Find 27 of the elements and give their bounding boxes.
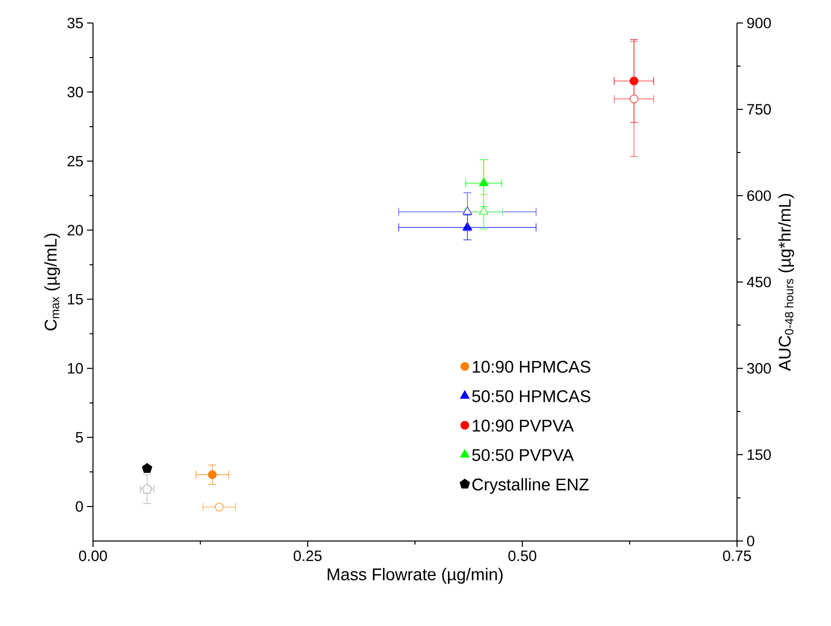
legend-label: 50:50 HPMCAS bbox=[472, 390, 590, 402]
y2-tick-label: 450 bbox=[746, 276, 771, 288]
y2-tick-label: 900 bbox=[747, 18, 771, 28]
x-tick-label: 0.00 bbox=[79, 550, 107, 562]
y2-axis-title: AUC$_{0-48 hours}$ (µg*hr/mL) bbox=[778, 194, 794, 371]
y2-tick-label: 750 bbox=[747, 104, 771, 115]
legend-label: Crystalline ENZ bbox=[472, 478, 589, 494]
y-tick-label: 30 bbox=[67, 86, 83, 98]
legend-label: 50:50 PVPVA bbox=[472, 449, 574, 462]
y2-tick-label: 0 bbox=[747, 536, 754, 546]
x-tick-label: 0.50 bbox=[508, 550, 536, 562]
y-axis-title: C$_{max}$ (µg/mL) bbox=[44, 234, 60, 330]
x-tick-label: 0.75 bbox=[723, 550, 751, 562]
y2-tick-label: 300 bbox=[747, 363, 771, 374]
y-tick-label: 10 bbox=[68, 363, 83, 374]
y-tick-label: 20 bbox=[68, 224, 83, 236]
y2-tick-label: 600 bbox=[747, 190, 771, 201]
x-tick-label: 0.25 bbox=[294, 550, 322, 562]
y-tick-label: 35 bbox=[67, 18, 83, 28]
y2-tick-label: 150 bbox=[748, 449, 771, 460]
y-tick-label: 25 bbox=[68, 156, 83, 166]
legend-label: 10:90 PVPVA bbox=[472, 420, 574, 432]
legend-label: 10:90 HPMCAS bbox=[472, 360, 590, 373]
x-axis-title: Mass Flowrate (µg/min) bbox=[328, 568, 503, 584]
y-tick-label: 5 bbox=[76, 432, 83, 443]
y-tick-label: 0 bbox=[76, 501, 83, 512]
y-tick-label: 15 bbox=[68, 294, 83, 304]
